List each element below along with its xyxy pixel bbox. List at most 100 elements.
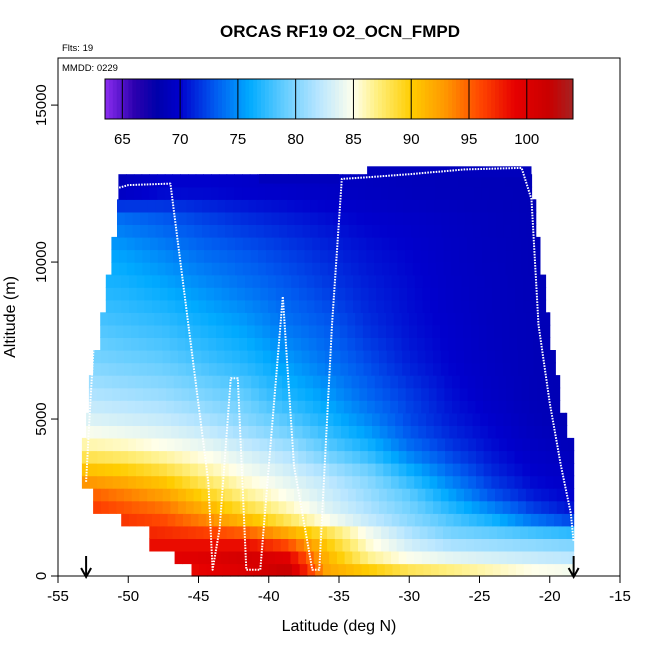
field-cell <box>492 274 501 288</box>
field-cell <box>258 375 268 389</box>
field-cell <box>401 324 410 338</box>
colorbar-segment <box>315 79 320 119</box>
field-cell <box>141 186 150 200</box>
field-cell <box>335 249 344 263</box>
field-cell <box>468 475 477 489</box>
field-cell <box>445 450 454 464</box>
field-cell <box>119 262 128 276</box>
field-cell <box>209 500 218 514</box>
field-cell <box>198 287 207 301</box>
field-cell <box>386 312 395 326</box>
field-cell <box>260 274 269 288</box>
field-cell <box>406 463 415 477</box>
field-cell <box>371 488 380 502</box>
field-cell <box>204 375 214 389</box>
field-cell <box>386 500 396 514</box>
field-cell <box>204 236 213 251</box>
field-cell <box>534 224 537 238</box>
field-cell <box>489 174 498 188</box>
field-cell <box>468 450 477 464</box>
field-cell <box>498 375 507 389</box>
field-cell <box>419 186 429 200</box>
field-cell <box>332 324 341 338</box>
field-cell <box>484 513 493 527</box>
field-cell <box>139 500 148 514</box>
field-cell <box>123 337 132 351</box>
field-cell <box>367 450 377 464</box>
field-cell <box>413 375 422 389</box>
field-cell <box>131 488 141 502</box>
field-cell <box>96 375 105 389</box>
field-cell <box>136 475 145 489</box>
field-cell <box>513 387 523 401</box>
field-cell <box>111 249 120 263</box>
field-cell <box>395 224 404 238</box>
field-cell <box>89 463 98 477</box>
field-cell <box>293 324 302 338</box>
field-cell <box>225 211 234 225</box>
field-cell <box>352 437 361 452</box>
field-cell <box>394 362 403 376</box>
field-cell <box>424 337 433 351</box>
field-cell <box>333 425 342 439</box>
field-cell <box>443 525 452 539</box>
field-cell <box>443 538 452 552</box>
field-cell <box>520 174 529 188</box>
field-cell <box>157 538 166 552</box>
field-cell <box>280 525 289 539</box>
field-cell <box>450 174 459 188</box>
field-cell <box>414 513 424 527</box>
field-cell <box>288 538 297 552</box>
colorbar-tick-label: 70 <box>172 131 189 148</box>
field-cell <box>163 425 172 439</box>
field-cell <box>514 475 523 489</box>
field-cell <box>466 249 476 263</box>
colorbar-segment <box>229 79 235 119</box>
field-cell <box>254 312 263 326</box>
field-cell <box>100 337 109 351</box>
field-cell <box>197 475 207 489</box>
field-cell <box>329 437 338 452</box>
field-cell <box>399 287 408 301</box>
field-cell <box>278 350 287 364</box>
field-cell <box>467 387 476 401</box>
field-cell <box>510 362 519 376</box>
field-cell <box>248 211 257 225</box>
field-cell <box>343 375 353 389</box>
field-cell <box>461 274 470 288</box>
field-cell <box>404 174 413 188</box>
field-cell <box>476 450 485 464</box>
field-cell <box>396 174 405 188</box>
field-cell <box>105 299 115 313</box>
field-cell <box>481 186 490 200</box>
field-cell <box>132 412 141 426</box>
field-cell <box>232 350 241 364</box>
field-cell <box>172 174 181 188</box>
field-cell <box>526 211 535 225</box>
field-cell <box>549 412 558 426</box>
field-cell <box>348 500 357 514</box>
field-cell <box>499 450 508 464</box>
field-cell <box>299 513 308 527</box>
field-cell <box>549 350 556 364</box>
field-cell <box>347 324 356 338</box>
field-cell <box>173 236 182 251</box>
colorbar-segment <box>331 79 336 119</box>
field-cell <box>200 324 209 338</box>
field-cell <box>549 500 558 514</box>
colorbar-segment <box>565 79 570 119</box>
field-cell <box>506 375 515 389</box>
field-cell <box>410 412 419 426</box>
field-cell <box>205 550 214 565</box>
field-cell <box>248 224 257 238</box>
field-cell <box>234 186 243 200</box>
colorbar-segment <box>569 79 574 119</box>
field-cell <box>124 224 133 238</box>
field-cell <box>435 174 444 188</box>
field-cell <box>116 350 125 364</box>
field-cell <box>507 299 516 313</box>
field-cell <box>362 312 372 326</box>
field-cell <box>124 211 133 225</box>
field-cell <box>475 387 484 401</box>
field-cell <box>314 274 323 288</box>
